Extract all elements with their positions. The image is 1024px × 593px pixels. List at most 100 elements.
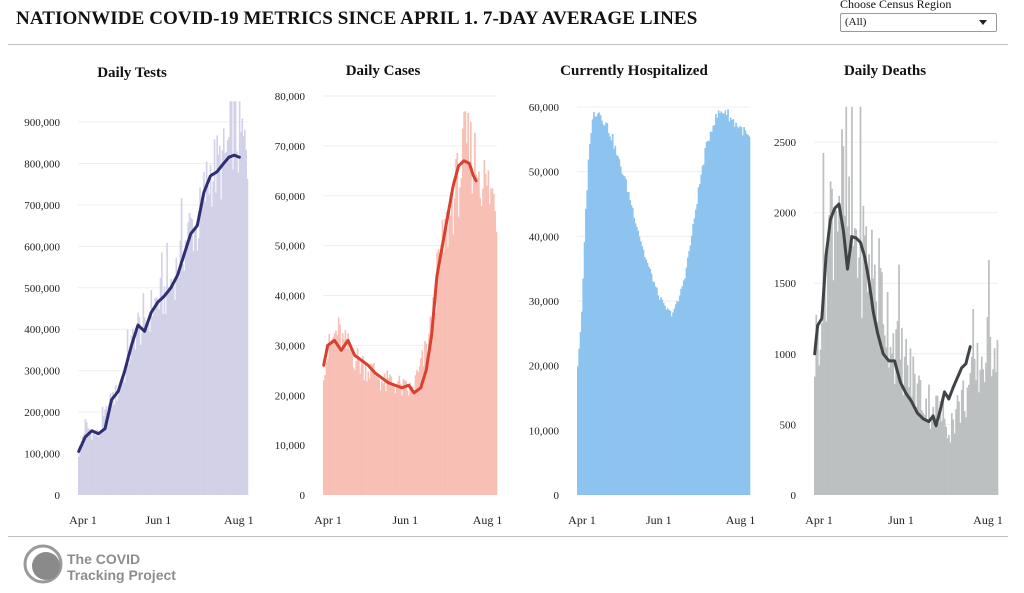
daily-bar: [113, 404, 116, 495]
daily-bar: [684, 278, 686, 495]
daily-bar: [213, 139, 216, 495]
y-tick-label: 40,000: [275, 291, 306, 303]
daily-bar: [731, 120, 733, 495]
daily-bar: [969, 373, 972, 495]
daily-bar: [366, 381, 368, 495]
daily-bar: [95, 435, 97, 495]
daily-bar: [207, 184, 209, 495]
daily-bar: [487, 170, 490, 496]
daily-bar: [328, 333, 331, 495]
daily-bar: [347, 333, 349, 495]
daily-bar: [821, 323, 823, 495]
daily-bar: [397, 381, 399, 495]
daily-bar: [922, 412, 925, 495]
daily-bar: [457, 216, 460, 495]
daily-bar: [609, 136, 611, 495]
x-tick-label: Aug 1: [726, 513, 756, 527]
daily-bar: [208, 194, 211, 495]
daily-bar: [237, 172, 240, 495]
daily-bar: [407, 395, 410, 495]
daily-bar: [145, 329, 147, 495]
daily-bar: [816, 327, 819, 495]
daily-bar: [84, 419, 87, 495]
daily-bar: [883, 335, 886, 495]
daily-bar: [443, 252, 445, 495]
daily-bar: [953, 433, 956, 495]
daily-bar: [626, 191, 629, 495]
daily-bar: [420, 358, 422, 495]
daily-bar: [101, 406, 104, 495]
daily-bar: [240, 132, 242, 495]
daily-bar: [712, 125, 715, 495]
daily-bar: [720, 111, 723, 495]
y-tick-label: 50,000: [529, 167, 560, 179]
daily-bar: [886, 292, 889, 495]
daily-bar: [468, 165, 471, 496]
daily-bar: [672, 312, 674, 495]
daily-bar: [630, 205, 633, 495]
daily-bar: [945, 426, 947, 495]
daily-bar: [492, 193, 495, 496]
daily-bar: [966, 387, 969, 495]
daily-bar: [449, 215, 452, 496]
daily-bar: [876, 321, 879, 495]
daily-bar: [425, 343, 428, 495]
covid-tracking-project-logo-icon: [23, 544, 63, 584]
daily-bar: [195, 223, 197, 495]
daily-bar: [680, 288, 682, 495]
daily-bar: [648, 266, 650, 495]
daily-bar: [460, 178, 463, 495]
daily-bar: [888, 367, 890, 495]
y-tick-label: 0: [554, 490, 560, 502]
daily-bar: [636, 226, 638, 495]
census-region-select[interactable]: (All): [840, 13, 997, 32]
daily-bar: [716, 117, 719, 495]
daily-bar: [193, 230, 196, 495]
daily-bar: [744, 130, 747, 495]
daily-bar: [220, 199, 222, 495]
daily-bar: [678, 295, 681, 495]
daily-bar: [882, 324, 885, 495]
daily-bar: [452, 234, 455, 496]
daily-bar: [157, 299, 159, 495]
y-tick-label: 600,000: [24, 241, 60, 253]
daily-bar: [363, 380, 366, 495]
daily-bar: [739, 126, 741, 496]
daily-bar: [324, 375, 326, 495]
daily-bar: [203, 172, 205, 495]
y-tick-label: 30,000: [275, 340, 306, 352]
daily-bar: [995, 372, 997, 495]
daily-bar: [401, 395, 403, 495]
daily-bar: [103, 416, 105, 495]
daily-bar: [170, 278, 172, 495]
daily-bar: [949, 442, 952, 495]
daily-bar: [129, 359, 132, 495]
daily-bar: [681, 286, 684, 495]
daily-bar: [668, 309, 670, 495]
daily-bar: [889, 346, 892, 495]
daily-bar: [424, 341, 426, 495]
daily-bar: [134, 349, 137, 495]
daily-bar: [463, 112, 465, 496]
daily-bar: [940, 421, 943, 495]
daily-bar: [645, 259, 648, 495]
daily-bar: [745, 133, 748, 495]
daily-bar: [583, 241, 586, 495]
x-tick-label: Apr 1: [805, 513, 833, 527]
daily-bar: [871, 229, 873, 496]
daily-bar: [709, 131, 712, 495]
daily-bar: [453, 198, 456, 495]
daily-bar: [881, 272, 883, 495]
daily-bar: [217, 154, 220, 496]
daily-bar: [598, 112, 601, 495]
daily-bar: [669, 310, 672, 495]
daily-bar: [455, 159, 457, 495]
daily-bar: [417, 372, 420, 495]
daily-bar: [78, 456, 80, 495]
daily-bar: [708, 140, 711, 495]
daily-bar: [236, 151, 238, 496]
daily-bar: [386, 370, 389, 495]
daily-bar: [629, 200, 631, 495]
x-tick-label: Jun 1: [646, 513, 672, 527]
daily-bar: [229, 101, 232, 495]
